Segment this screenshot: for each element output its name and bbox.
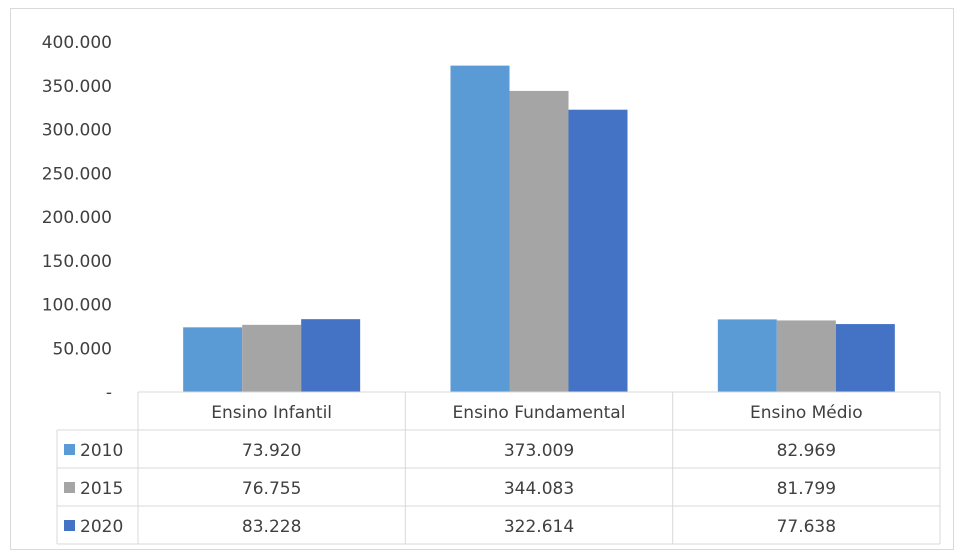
y-tick-label: 350.000 [42,77,112,97]
data-label: 83.228 [242,517,301,537]
legend-swatch-2020 [64,520,75,531]
category-label: Ensino Infantil [211,403,332,423]
bar-2015-1 [509,90,569,393]
y-tick-label: 300.000 [42,121,112,141]
legend-swatch-2015 [64,482,75,493]
y-tick-label: 400.000 [42,33,112,53]
data-label: 81.799 [777,479,836,499]
data-label: 344.083 [504,479,574,499]
bar-2010-0 [183,327,243,392]
legend-label: 2020 [80,517,123,537]
data-label: 373.009 [504,441,574,461]
data-label: 82.969 [777,441,836,461]
legend-label: 2015 [80,479,123,499]
bar-2020-2 [835,324,895,392]
legend-swatch-2010 [64,444,75,455]
bars [183,65,895,393]
data-label: 76.755 [242,479,301,499]
bar-2020-0 [301,319,361,392]
y-tick-label: - [106,383,112,403]
data-label: 322.614 [504,517,574,537]
data-table: Ensino Infantil Ensino Fundamental Ensino … [56,391,941,545]
y-tick-label: 50.000 [53,339,112,359]
y-tick-label: 200.000 [42,208,112,228]
y-tick-label: 100.000 [42,296,112,316]
data-label: 77.638 [777,517,836,537]
bar-2015-0 [242,324,302,392]
bar-2020-1 [568,109,628,392]
category-label: Ensino Médio [750,403,863,423]
y-tick-label: 250.000 [42,164,112,184]
legend-label: 2010 [80,441,123,461]
y-axis: - 50.000 100.000 150.000 200.000 250.000 300.0… [42,33,112,403]
data-label: 73.920 [242,441,301,461]
bar-2010-2 [717,319,777,392]
bar-2015-2 [776,320,836,392]
y-tick-label: 150.000 [42,252,112,272]
category-label: Ensino Fundamental [453,403,626,423]
bar-2010-1 [450,65,510,392]
